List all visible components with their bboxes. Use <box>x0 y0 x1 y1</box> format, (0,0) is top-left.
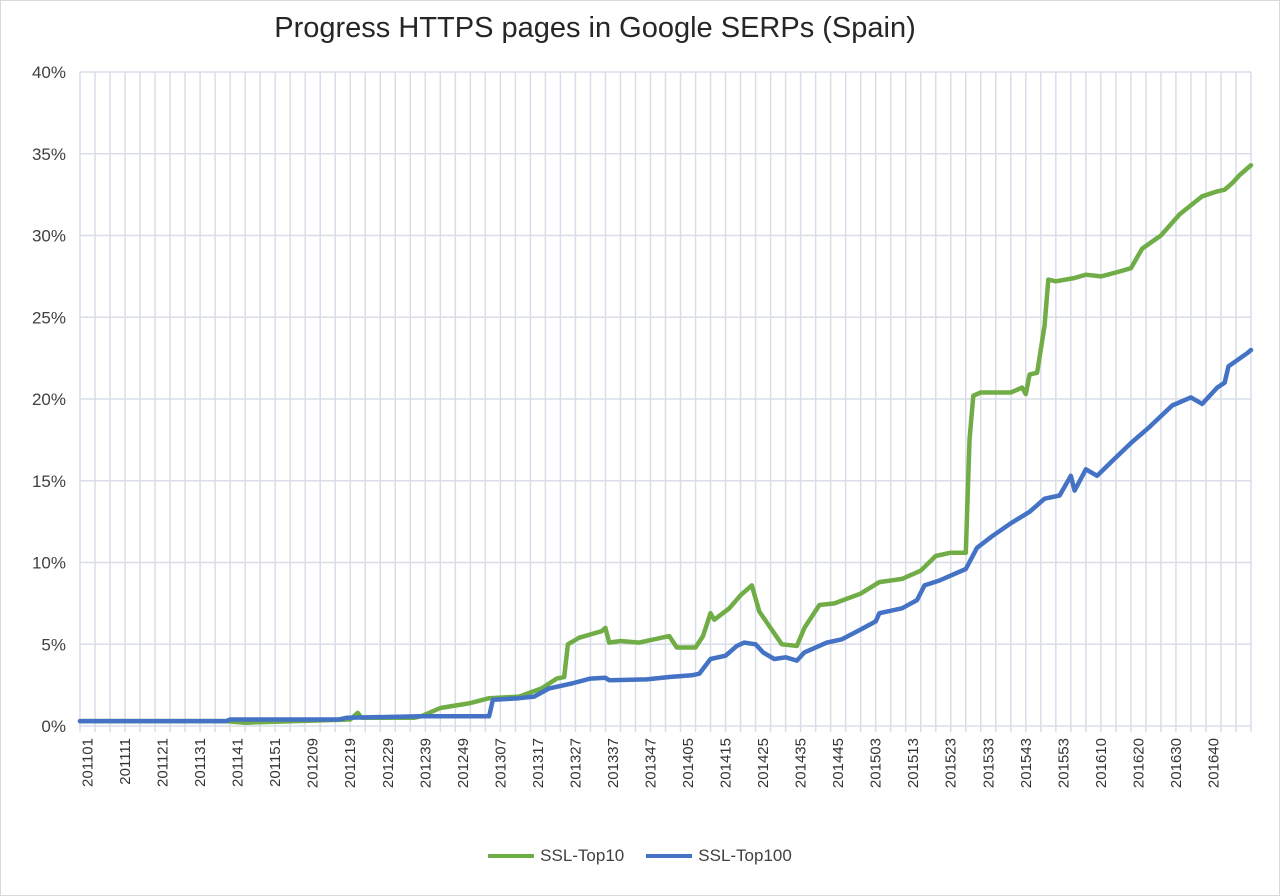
x-tick-label: 201405 <box>680 738 697 788</box>
legend: SSL-Top10 SSL-Top100 <box>0 846 1280 866</box>
x-tick-label: 201209 <box>305 738 322 788</box>
legend-label-ssl-top100: SSL-Top100 <box>698 846 792 865</box>
x-tick-label: 201131 <box>192 738 209 787</box>
x-tick-label: 201317 <box>530 738 547 788</box>
x-tick-label: 201435 <box>793 738 810 788</box>
x-tick-label: 201620 <box>1130 738 1147 788</box>
x-tick-label: 201141 <box>230 738 247 787</box>
y-tick-label: 0% <box>41 717 66 736</box>
x-tick-label: 201513 <box>905 738 922 788</box>
x-tick-label: 201445 <box>830 738 847 788</box>
x-tick-label: 201610 <box>1093 738 1110 788</box>
x-tick-label: 201523 <box>943 738 960 788</box>
x-tick-label: 201337 <box>605 738 622 788</box>
x-tick-label: 201630 <box>1168 738 1185 788</box>
x-tick-label: 201111 <box>117 738 134 785</box>
x-tick-label: 201533 <box>980 738 997 788</box>
x-tick-label: 201543 <box>1018 738 1035 788</box>
x-tick-label: 201425 <box>755 738 772 788</box>
y-tick-label: 15% <box>32 472 66 491</box>
x-tick-label: 201249 <box>455 738 472 788</box>
legend-label-ssl-top10: SSL-Top10 <box>540 846 625 865</box>
x-tick-label: 201239 <box>417 738 434 788</box>
x-tick-label: 201503 <box>868 738 885 788</box>
legend-item-ssl-top10: SSL-Top10 <box>488 846 624 866</box>
x-tick-label: 201640 <box>1205 738 1222 788</box>
x-tick-label: 201307 <box>492 738 509 788</box>
y-tick-label: 10% <box>32 554 66 573</box>
y-tick-label: 40% <box>32 63 66 82</box>
series-line-ssl-top10 <box>77 162 1254 725</box>
x-tick-label: 201415 <box>718 738 735 788</box>
y-tick-label: 5% <box>41 635 66 654</box>
x-tick-label: 201553 <box>1055 738 1072 788</box>
x-tick-label: 201347 <box>642 738 659 788</box>
y-tick-label: 20% <box>32 390 66 409</box>
x-tick-label: 201151 <box>267 738 284 787</box>
x-tick-label: 201101 <box>80 738 97 787</box>
x-tick-label: 201121 <box>155 738 172 787</box>
series-line-ssl-top100 <box>77 347 1254 724</box>
legend-swatch-ssl-top100 <box>646 854 693 858</box>
legend-item-ssl-top100: SSL-Top100 <box>646 846 792 866</box>
x-tick-label: 201327 <box>567 738 584 788</box>
legend-swatch-ssl-top10 <box>488 854 535 858</box>
chart-title: Progress HTTPS pages in Google SERPs (Sp… <box>274 12 916 44</box>
y-tick-label: 25% <box>32 308 66 327</box>
x-tick-label: 201219 <box>342 738 359 788</box>
x-tick-label: 201229 <box>380 738 397 788</box>
y-tick-label: 30% <box>32 227 66 246</box>
y-tick-label: 35% <box>32 145 66 164</box>
